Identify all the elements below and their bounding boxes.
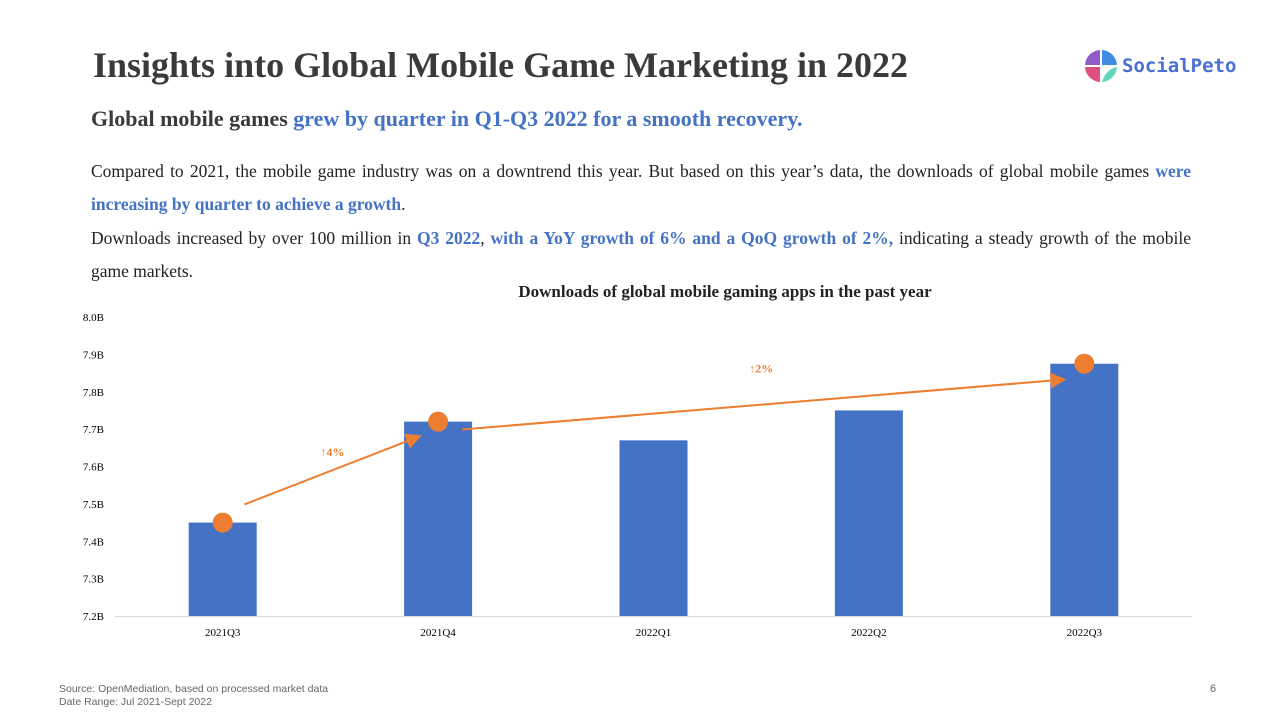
logo-icon	[1085, 50, 1117, 82]
subtitle: Global mobile games grew by quarter in Q…	[91, 106, 802, 132]
subtitle-highlight: grew by quarter in Q1-Q3 2022 for a smoo…	[293, 106, 803, 131]
socialpeto-logo: SocialPeto	[1084, 49, 1236, 83]
growth-label: ↑2%	[749, 362, 773, 376]
paragraph-1: Compared to 2021, the mobile game indust…	[91, 155, 1191, 221]
growth-arrow	[244, 433, 422, 506]
y-tick-label: 7.4B	[83, 536, 104, 548]
bar-2022Q1	[619, 440, 688, 616]
x-tick-label: 2022Q2	[851, 627, 886, 639]
chart-title: Downloads of global mobile gaming apps i…	[518, 282, 932, 301]
bar-2022Q3	[1050, 363, 1119, 616]
p2-highlight-growth: with a YoY growth of 6% and a QoQ growth…	[490, 228, 894, 248]
growth-arrow	[461, 372, 1067, 431]
y-tick-label: 7.8B	[83, 387, 104, 399]
y-tick-label: 7.3B	[83, 574, 104, 586]
y-tick-label: 7.6B	[83, 462, 104, 474]
y-tick-label: 7.2B	[83, 611, 104, 623]
growth-label: ↑4%	[320, 445, 344, 459]
x-tick-label: 2022Q1	[636, 627, 671, 639]
p2-comma: ,	[480, 228, 491, 248]
p2-end: indicating a steady growth of the mobile…	[91, 228, 1191, 281]
bar-2021Q3	[188, 522, 257, 616]
marker-2022Q3	[1074, 353, 1095, 374]
subtitle-plain: Global mobile games	[91, 106, 294, 131]
y-tick-label: 7.5B	[83, 499, 104, 511]
p2-highlight-q3: Q3 2022	[417, 228, 481, 248]
date-range: Date Range: Jul 2021-Sept 2022	[59, 696, 212, 708]
y-tick-label: 8.0B	[83, 312, 104, 324]
p1-end: .	[401, 194, 406, 214]
x-tick-label: 2021Q3	[205, 627, 241, 639]
marker-2021Q4	[428, 411, 449, 432]
page-title: Insights into Global Mobile Game Marketi…	[93, 45, 909, 85]
p1-highlight: were increasing by quarter to achieve a …	[91, 161, 1191, 214]
source-note: Source: OpenMediation, based on processe…	[59, 683, 328, 709]
logo-text: SocialPeto	[1122, 55, 1237, 77]
marker-2021Q3	[212, 512, 233, 533]
p1-text: Compared to 2021, the mobile game indust…	[91, 161, 1156, 181]
y-tick-label: 7.9B	[83, 349, 104, 361]
x-tick-label: 2021Q4	[420, 627, 456, 639]
p2-text: Downloads increased by over 100 million …	[91, 228, 418, 248]
y-tick-label: 7.7B	[83, 424, 104, 436]
page-number: 6	[1210, 683, 1217, 695]
source-text: Source: OpenMediation, based on processe…	[59, 683, 329, 695]
paragraph-2: Downloads increased by over 100 million …	[91, 222, 1191, 288]
x-tick-label: 2022Q3	[1067, 627, 1103, 639]
bar-2022Q2	[834, 410, 903, 616]
bar-2021Q4	[404, 421, 473, 616]
